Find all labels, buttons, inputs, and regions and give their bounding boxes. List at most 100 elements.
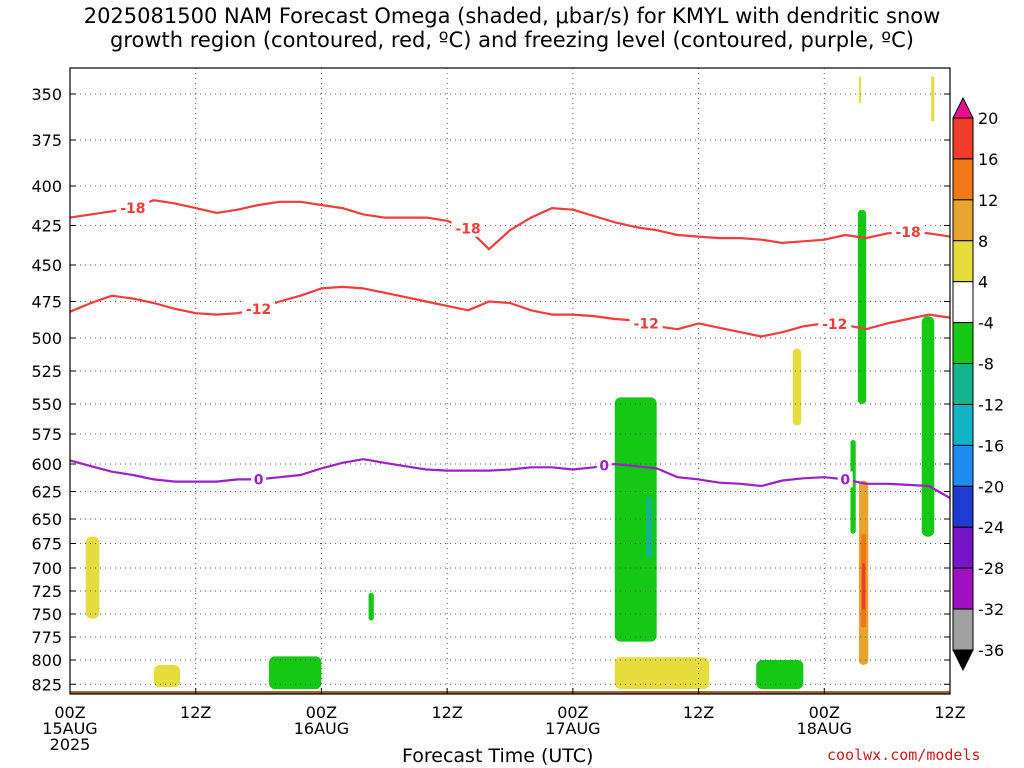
contour-label-bg: [596, 457, 612, 474]
x-tick-label: 00Z: [306, 703, 337, 722]
colorbar-label: 8: [978, 232, 988, 251]
colorbar-box: [952, 403, 974, 446]
contour-label-bg: [837, 471, 853, 488]
y-tick-label: 650: [31, 510, 62, 529]
omega-region-3: [368, 592, 374, 621]
contour-label-bg: [451, 220, 485, 237]
colorbar-label: 20: [978, 109, 998, 128]
colorbar-label: -12: [978, 395, 1004, 414]
colorbar-box: [952, 117, 974, 160]
omega-region-1: [153, 664, 180, 688]
colorbar-label: -20: [978, 477, 1004, 496]
chart-title-line-1: 2025081500 NAM Forecast Omega (shaded, μ…: [83, 4, 941, 28]
colorbar-label: -32: [978, 600, 1004, 619]
x-tick-date-label: 16AUG: [294, 719, 349, 738]
y-tick-label: 400: [31, 177, 62, 196]
omega-region-0: [85, 536, 100, 619]
contour-label--18: -18: [455, 222, 480, 238]
colorbar-box: [952, 199, 974, 242]
omega-region-7: [756, 660, 804, 690]
contour-label-bg: [116, 200, 150, 217]
omega-region-6: [614, 657, 710, 690]
omega-region-14: [858, 76, 861, 104]
x-tick-year-label: 2025: [50, 735, 91, 754]
y-tick-label: 600: [31, 455, 62, 474]
omega-region-5: [646, 497, 653, 559]
y-tick-label: 525: [31, 362, 62, 381]
y-tick-label: 575: [31, 425, 62, 444]
y-tick-label: 800: [31, 651, 62, 670]
x-tick-label: 00Z: [557, 703, 588, 722]
y-tick-label: 500: [31, 329, 62, 348]
contour-label-0: 0: [840, 472, 850, 488]
y-tick-label: 700: [31, 559, 62, 578]
colorbar-box: [952, 444, 974, 487]
contour-label-bg: [629, 315, 663, 332]
colorbar-label: -28: [978, 559, 1004, 578]
contour-label-0: 0: [254, 472, 264, 488]
colorbar-label: 4: [978, 273, 988, 292]
colorbar-box: [952, 322, 974, 365]
colorbar-box: [952, 485, 974, 528]
y-tick-label: 775: [31, 628, 62, 647]
contour-label-bg: [891, 223, 925, 240]
x-tick-label: 12Z: [431, 703, 462, 722]
y-tick-label: 625: [31, 483, 62, 502]
omega-region-9: [857, 209, 867, 404]
colorbar-box: [952, 608, 974, 651]
x-tick-label: 12Z: [934, 703, 965, 722]
colorbar-box: [952, 240, 974, 283]
y-tick-label: 475: [31, 293, 62, 312]
contour-label--18: -18: [895, 225, 920, 241]
omega-region-15: [921, 316, 935, 537]
contour-label-0: 0: [599, 459, 609, 475]
omega-region-10: [850, 440, 856, 534]
omega-region-8: [792, 348, 802, 426]
contour-label-bg: [242, 300, 276, 317]
omega-region-2: [269, 656, 322, 690]
watermark: coolwx.com/models: [827, 746, 981, 764]
contour-line-0: [69, 458, 951, 500]
contour-line--18: [69, 199, 951, 251]
colorbar-label: -24: [978, 518, 1004, 537]
colorbar-top-arrow: [952, 96, 974, 119]
colorbar-label: 12: [978, 191, 998, 210]
y-tick-label: 425: [31, 217, 62, 236]
y-tick-label: 375: [31, 131, 62, 150]
contour-line--12: [69, 285, 951, 338]
x-tick-date-label: 17AUG: [545, 719, 600, 738]
colorbar-box: [952, 526, 974, 569]
colorbar-bottom-arrow: [952, 649, 974, 672]
chart-title-line-2: growth region (contoured, red, ºC) and f…: [110, 28, 914, 52]
omega-region-13: [862, 563, 866, 610]
y-tick-label: 675: [31, 535, 62, 554]
colorbar-label: 16: [978, 150, 998, 169]
y-tick-label: 550: [31, 395, 62, 414]
x-tick-label: 00Z: [54, 703, 85, 722]
colorbar-label: -16: [978, 436, 1004, 455]
colorbar-box: [952, 281, 974, 324]
colorbar-box: [952, 567, 974, 610]
colorbar-label: -36: [978, 641, 1004, 660]
x-axis-label: Forecast Time (UTC): [402, 745, 594, 767]
contour-label--12: -12: [634, 316, 659, 332]
contour-label--12: -12: [246, 302, 271, 318]
colorbar-box: [952, 158, 974, 201]
x-tick-label: 12Z: [180, 703, 211, 722]
contour-label-bg: [818, 316, 852, 333]
omega-region-16: [931, 76, 935, 122]
contour-label--18: -18: [120, 201, 145, 217]
x-tick-date-label: 18AUG: [797, 719, 852, 738]
y-tick-label: 450: [31, 256, 62, 275]
contour-label--12: -12: [822, 317, 847, 333]
x-tick-label: 12Z: [683, 703, 714, 722]
ground-layer: [70, 691, 950, 694]
colorbar-box: [952, 363, 974, 405]
y-tick-label: 825: [31, 675, 62, 694]
colorbar-label: -4: [978, 314, 994, 333]
y-tick-label: 750: [31, 605, 62, 624]
y-tick-label: 725: [31, 582, 62, 601]
x-tick-date-label: 15AUG: [42, 719, 97, 738]
contour-label-bg: [251, 471, 267, 488]
